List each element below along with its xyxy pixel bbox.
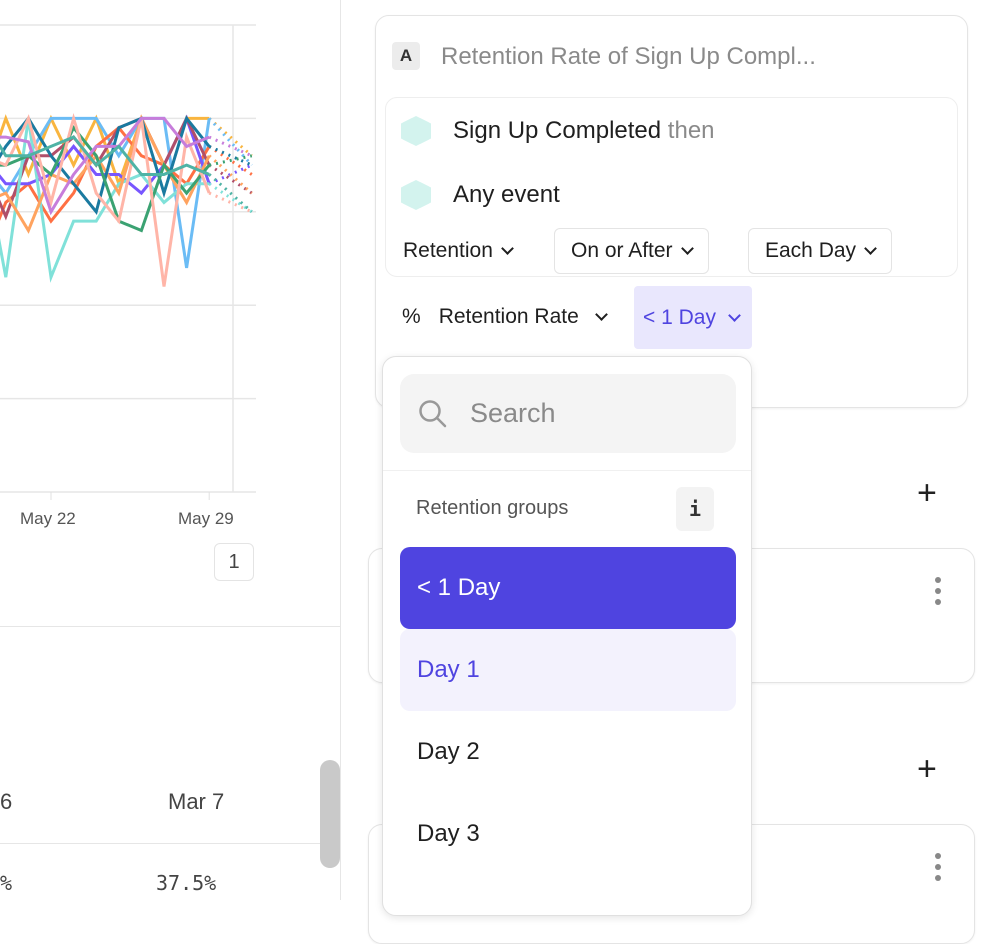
series-line-incomplete [208,191,253,214]
table-header-cell: 6 [0,789,13,814]
table-cell: % [0,871,13,895]
chart-panel: May 22 May 29 1 6 Mar 7 % 37.5% [0,0,341,900]
divider [0,626,341,627]
dropdown-label: On or After [571,239,673,262]
each-day-dropdown[interactable]: Each Day [748,228,893,274]
table-header-cell: Mar 7 [168,789,225,814]
event-name: Sign Up Completed [453,117,662,144]
chevron-down-icon [501,242,514,255]
series-line-incomplete [208,182,253,214]
more-options-icon[interactable] [935,577,941,605]
x-tick-label: May 22 [20,509,76,528]
event-step-1[interactable]: Sign Up Completed then [401,116,715,146]
scrollbar-thumb[interactable] [320,760,340,868]
chevron-down-icon [728,308,741,322]
table-cell: 37.5% [156,871,217,895]
series-line-incomplete [208,173,253,213]
retention-type-dropdown[interactable]: Retention [386,228,529,274]
bucket-dropdown[interactable]: < 1 Day [634,286,752,349]
search-placeholder: Search [470,398,556,428]
chart-grid [0,24,256,500]
option-day-3[interactable]: Day 3 [417,820,480,847]
event-name: Any event [453,181,560,208]
series-line-incomplete [208,163,253,195]
chart-series [0,112,253,287]
dropdown-label: Retention [403,239,493,262]
hexagon-icon [401,180,431,210]
option-day-1[interactable]: Day 1 [400,629,736,711]
event-step-2[interactable]: Any event [401,180,560,210]
series-line [0,124,211,233]
series-line-incomplete [208,154,253,195]
query-card: A Retention Rate of Sign Up Compl... Sig… [375,15,968,408]
divider [0,843,320,844]
dropdown-label: Retention Rate [438,305,579,328]
search-icon [419,399,447,427]
section-heading: Retention groups [416,497,569,519]
on-or-after-dropdown[interactable]: On or After [554,228,709,274]
option-day-2[interactable]: Day 2 [417,738,480,765]
search-input[interactable]: Search [400,374,736,453]
series-line-incomplete [208,135,253,158]
hexagon-icon [401,116,431,146]
chevron-down-icon [594,308,608,321]
event-steps: Sign Up Completed then Any event Retenti… [385,97,958,277]
x-tick-label: May 29 [178,509,234,528]
series-line [0,118,210,283]
series-line-incomplete [208,163,253,186]
event-connector: then [667,117,715,144]
metric-dropdown[interactable]: % Retention Rate [402,305,608,329]
series-line [0,116,210,216]
retention-bucket-menu: Search Retention groups i < 1 Day Day 1 … [382,356,752,916]
series-line [0,135,210,176]
add-icon[interactable]: + [917,474,937,512]
series-line-incomplete [208,117,253,157]
series-line [0,115,211,216]
query-title[interactable]: Retention Rate of Sign Up Compl... [441,43,816,70]
series-line-incomplete [208,154,253,167]
dropdown-label: Each Day [765,239,857,262]
dropdown-label: < 1 Day [643,305,716,329]
series-line-incomplete [208,145,253,167]
series-line [0,112,211,287]
divider [383,470,751,471]
chevron-down-icon [864,242,877,255]
page-number-button[interactable]: 1 [214,543,254,581]
percent-icon: % [402,305,421,328]
more-options-icon[interactable] [935,853,941,881]
info-icon[interactable]: i [676,487,714,531]
chevron-down-icon [680,242,694,255]
query-letter-badge: A [392,42,420,70]
option-less-than-1-day[interactable]: < 1 Day [400,547,736,629]
retention-line-chart [0,24,256,500]
add-icon[interactable]: + [917,750,937,788]
